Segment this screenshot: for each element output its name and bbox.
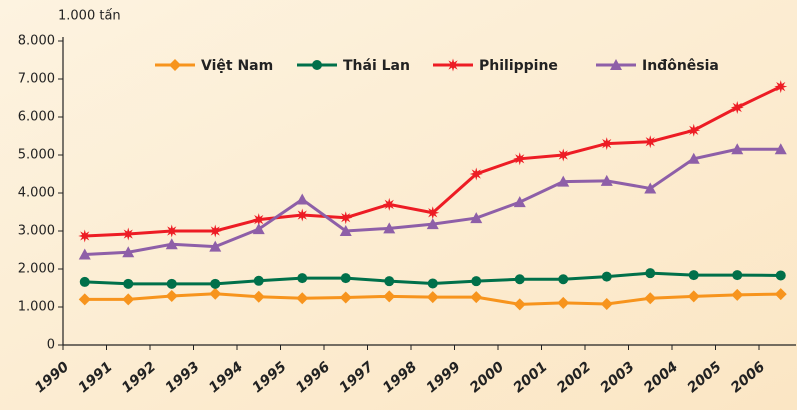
marker: [252, 223, 265, 235]
legend-label: Inđônêsia: [642, 58, 719, 74]
marker: [687, 290, 700, 303]
marker: [731, 143, 744, 155]
marker: [644, 182, 657, 194]
y-tick-label: 7.000: [18, 72, 55, 87]
marker: [426, 291, 439, 304]
y-tick-label: 3.000: [18, 224, 55, 239]
marker: [644, 292, 657, 305]
marker: [165, 224, 179, 238]
marker: [252, 290, 265, 303]
marker: [774, 288, 787, 301]
marker: [513, 152, 527, 166]
legend-label: Philippine: [479, 58, 558, 74]
marker: [731, 288, 744, 301]
y-tick-label: 2.000: [18, 262, 55, 277]
marker: [774, 143, 787, 155]
marker: [252, 213, 266, 227]
marker: [600, 137, 614, 151]
marker: [513, 298, 526, 311]
marker: [339, 225, 352, 236]
marker: [600, 174, 613, 186]
marker: [253, 275, 264, 286]
marker: [556, 148, 570, 162]
marker: [601, 271, 612, 282]
marker: [78, 229, 92, 243]
y-axis-label: 1.000 tấn: [58, 9, 121, 24]
marker: [78, 248, 91, 260]
marker: [730, 101, 744, 114]
marker: [558, 274, 569, 285]
marker: [514, 274, 525, 285]
marker: [209, 240, 222, 252]
marker: [209, 287, 222, 300]
marker: [295, 208, 309, 222]
marker: [600, 297, 613, 310]
marker: [643, 135, 657, 149]
y-tick-label: 8.000: [18, 34, 55, 49]
marker: [296, 193, 309, 205]
marker: [687, 152, 700, 164]
marker: [470, 212, 483, 224]
marker: [123, 278, 134, 289]
marker: [427, 278, 438, 289]
marker: [732, 270, 743, 281]
marker: [557, 175, 570, 187]
y-tick-label: 4.000: [18, 186, 55, 201]
marker: [775, 270, 786, 281]
y-tick-label: 6.000: [18, 110, 55, 125]
marker: [688, 270, 699, 281]
marker: [687, 123, 701, 137]
marker: [557, 296, 570, 309]
marker: [165, 238, 178, 250]
marker: [383, 222, 396, 234]
marker: [166, 278, 177, 289]
marker: [121, 227, 135, 241]
legend-marker: [312, 60, 322, 70]
marker: [297, 273, 308, 284]
legend-marker: [169, 59, 181, 71]
marker: [426, 218, 439, 230]
marker: [383, 290, 396, 303]
marker: [645, 268, 656, 279]
marker: [339, 211, 353, 225]
y-tick-label: 5.000: [18, 148, 55, 163]
marker: [78, 293, 91, 306]
marker: [79, 276, 90, 287]
marker: [513, 196, 526, 208]
marker: [122, 293, 135, 306]
y-tick-label: 0: [47, 338, 55, 353]
legend-marker: [446, 58, 460, 72]
marker: [340, 273, 351, 284]
legend-label: Việt Nam: [201, 58, 273, 74]
marker: [774, 80, 788, 94]
marker: [210, 278, 221, 289]
marker: [165, 289, 178, 302]
marker: [470, 291, 483, 304]
legend-marker: [610, 59, 622, 70]
marker: [426, 206, 440, 220]
marker: [469, 167, 483, 181]
marker: [339, 291, 352, 304]
y-tick-label: 1.000: [18, 300, 55, 315]
marker: [384, 276, 395, 287]
marker: [296, 292, 309, 305]
legend-label: Thái Lan: [343, 58, 410, 74]
marker: [122, 246, 135, 258]
marker: [382, 197, 396, 211]
marker: [471, 276, 482, 287]
marker: [208, 224, 222, 238]
